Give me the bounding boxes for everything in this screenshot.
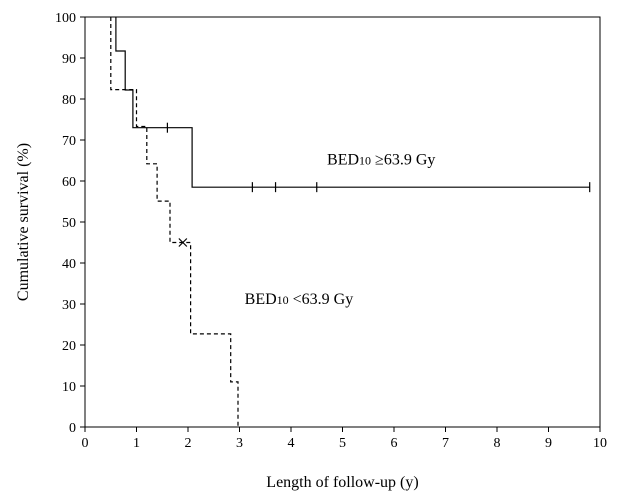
y-tick-label: 70	[62, 134, 76, 149]
x-tick-label: 1	[133, 436, 140, 451]
x-tick-label: 9	[545, 436, 552, 451]
plot-border	[84, 16, 601, 428]
y-tick-label: 90	[62, 52, 76, 67]
x-tick-label: 7	[442, 436, 449, 451]
y-tick-label: 80	[62, 93, 76, 108]
x-axis-title: Length of follow-up (y)	[266, 474, 418, 491]
y-axis-title: Cumulative survival (%)	[15, 143, 32, 301]
y-tick-label: 100	[55, 11, 76, 26]
series-annotation-1: BED10 <63.9 Gy	[245, 291, 354, 308]
x-tick-label: 5	[339, 436, 346, 451]
x-tick-label: 0	[82, 436, 89, 451]
y-tick-label: 10	[62, 380, 76, 395]
x-tick-label: 2	[185, 436, 192, 451]
censor-mark	[178, 238, 188, 247]
y-tick-label: 50	[62, 216, 76, 231]
y-tick-label: 30	[62, 298, 76, 313]
annotations-group: BED10 ≥63.9 Gy BED10 <63.9 Gy	[245, 152, 436, 308]
y-tick-label: 40	[62, 257, 76, 272]
series-line-1	[110, 17, 239, 427]
y-tick-label: 0	[69, 421, 76, 436]
plot-frame	[84, 16, 601, 428]
series-group	[110, 17, 591, 427]
x-tick-label: 8	[494, 436, 501, 451]
x-tick-label: 4	[288, 436, 295, 451]
y-tick-label: 20	[62, 339, 76, 354]
y-tick-label: 60	[62, 175, 76, 190]
x-tick-label: 6	[391, 436, 398, 451]
x-tick-label: 10	[593, 436, 607, 451]
x-tick-label: 3	[236, 436, 243, 451]
series-annotation-0: BED10 ≥63.9 Gy	[327, 152, 435, 169]
